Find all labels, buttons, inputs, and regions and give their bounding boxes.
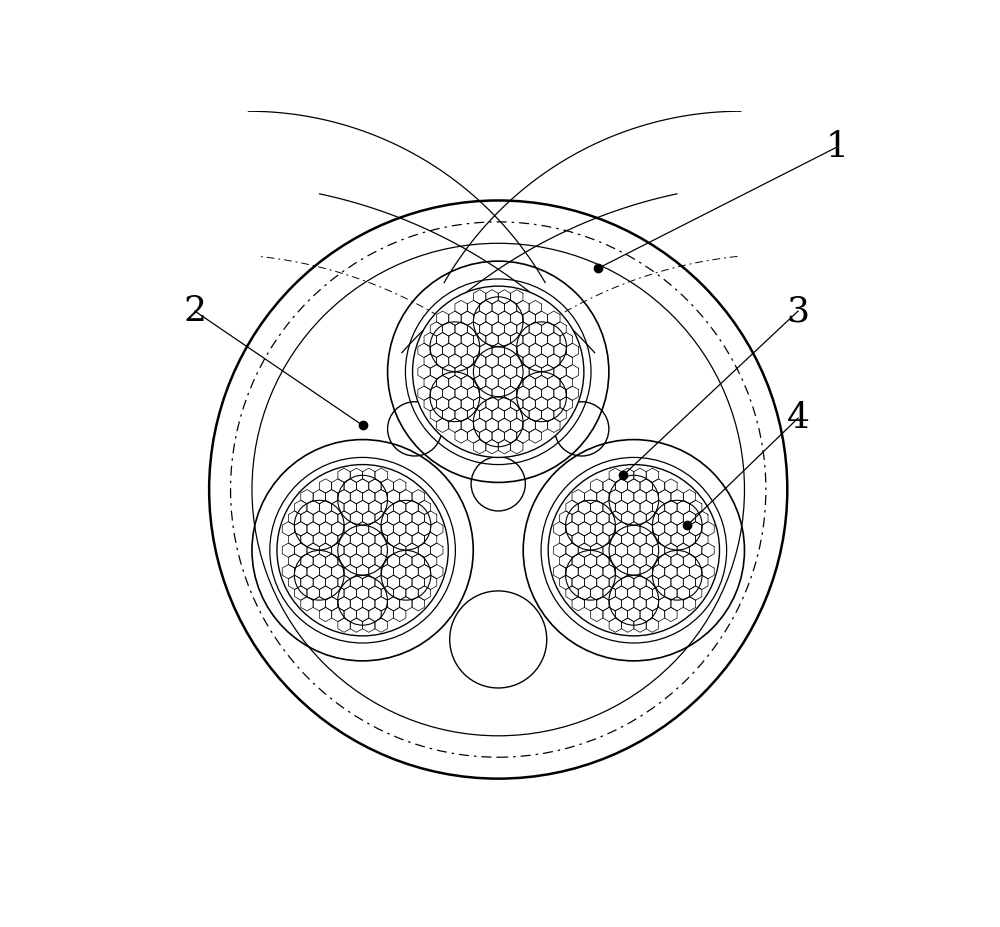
- Text: 2: 2: [183, 294, 206, 328]
- Text: 4: 4: [787, 401, 810, 435]
- Circle shape: [413, 286, 584, 457]
- Text: 3: 3: [786, 294, 810, 328]
- Circle shape: [277, 464, 448, 636]
- Circle shape: [548, 464, 719, 636]
- Text: 1: 1: [826, 130, 849, 164]
